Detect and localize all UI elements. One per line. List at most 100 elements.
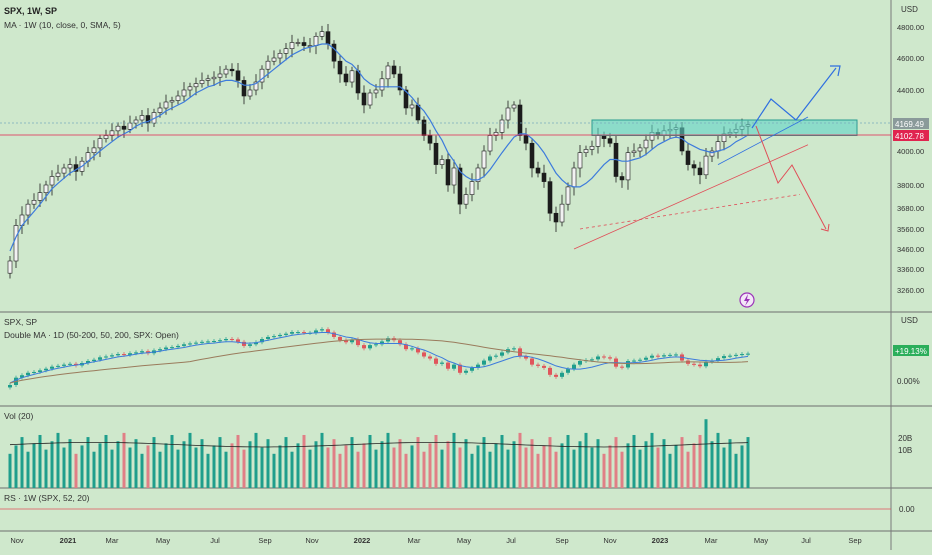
volume-bar xyxy=(224,451,228,488)
candle-body xyxy=(163,101,169,109)
rs-candle xyxy=(512,348,516,350)
rs-candle xyxy=(560,372,564,377)
candle-body xyxy=(583,149,589,153)
candle-body xyxy=(361,92,367,106)
price-axis-label: 3800.00 xyxy=(897,181,924,190)
rs-zero-label: 0.00% xyxy=(897,377,920,386)
candle-body xyxy=(463,194,469,205)
rs-candle xyxy=(638,359,642,361)
volume-bar xyxy=(572,449,576,488)
volume-bar xyxy=(158,451,162,488)
time-axis-label: 2023 xyxy=(652,536,669,545)
volume-bar xyxy=(146,445,150,488)
volume-bar xyxy=(332,439,336,488)
rs-candle xyxy=(524,356,528,359)
rs-candle xyxy=(596,356,600,360)
candle-body xyxy=(619,176,625,181)
rs-candle xyxy=(146,351,150,354)
rs-candle xyxy=(170,347,174,349)
volume-bar xyxy=(518,432,522,488)
volume-bar xyxy=(350,437,354,488)
rs-pane xyxy=(8,327,750,390)
volume-bar xyxy=(278,445,282,488)
candle-body xyxy=(295,42,301,44)
volume-bar xyxy=(188,432,192,488)
rs-candle xyxy=(44,368,48,371)
volume-bar xyxy=(422,451,426,488)
candle-body xyxy=(217,73,223,78)
rs-candle xyxy=(140,351,144,353)
support-line-dashed xyxy=(579,194,801,230)
candle-body xyxy=(199,80,205,84)
volume-bar xyxy=(734,453,738,488)
volume-bar xyxy=(128,447,132,488)
candle-body xyxy=(469,181,475,195)
rs-candle xyxy=(116,354,120,356)
rs-candle xyxy=(272,336,276,338)
volume-bar xyxy=(116,441,120,488)
rs-candle xyxy=(50,366,54,369)
volume-bar xyxy=(218,437,222,488)
volume-bar xyxy=(638,449,642,488)
rs-candle xyxy=(452,364,456,369)
time-axis-label: Nov xyxy=(10,536,24,545)
candle-body xyxy=(547,181,553,214)
volume-bar xyxy=(416,437,420,488)
volume-bar xyxy=(386,432,390,488)
rs-candle xyxy=(488,356,492,361)
candle-body xyxy=(109,130,115,136)
rs-candle xyxy=(134,352,138,354)
rs-candle xyxy=(356,339,360,346)
rs-candle xyxy=(26,372,30,376)
rs-candle xyxy=(626,360,630,368)
volume-bar xyxy=(284,437,288,488)
candle-body xyxy=(283,48,289,54)
candle-body xyxy=(541,172,547,182)
candle-body xyxy=(481,150,487,169)
candle-body xyxy=(259,68,265,83)
last-price-label: 4169.49 xyxy=(895,120,924,129)
price-pane-title: SPX, 1W, SP xyxy=(4,6,57,16)
lightning-icon[interactable] xyxy=(739,292,755,308)
volume-bar xyxy=(110,449,114,488)
volume-bar xyxy=(500,434,504,488)
ma-badge xyxy=(893,130,929,141)
price-axis-label: 4600.00 xyxy=(897,54,924,63)
volume-bar xyxy=(140,453,144,488)
candle-body xyxy=(595,135,601,147)
candle-body xyxy=(577,152,583,169)
rs-candle xyxy=(662,355,666,357)
volume-bar xyxy=(656,447,660,488)
volume-bar xyxy=(548,437,552,488)
volume-bar xyxy=(626,443,630,488)
rs-candle xyxy=(590,359,594,361)
candle-body xyxy=(523,135,529,144)
candle-body xyxy=(643,139,649,149)
rs-candle xyxy=(182,344,186,346)
volume-bar xyxy=(680,437,684,488)
candle-body xyxy=(703,155,709,176)
candle-body xyxy=(709,150,715,157)
volume-bar xyxy=(506,449,510,488)
volume-bar xyxy=(494,443,498,488)
volume-bar xyxy=(536,453,540,488)
time-axis-label: Jul xyxy=(506,536,516,545)
vol-10b-label: 10B xyxy=(898,446,912,455)
price-axis-label: 3260.00 xyxy=(897,286,924,295)
volume-bar xyxy=(704,419,708,488)
volume-bar xyxy=(98,443,102,488)
volume-bar xyxy=(530,439,534,488)
rs-candle xyxy=(38,370,42,372)
volume-bar xyxy=(452,432,456,488)
rs-candle xyxy=(542,365,546,368)
rs-candle xyxy=(92,359,96,361)
volume-bar xyxy=(152,437,156,488)
time-axis-label: Mar xyxy=(408,536,421,545)
rs-candle xyxy=(254,342,258,345)
candle-body xyxy=(91,147,97,153)
candle-body xyxy=(379,78,385,91)
rs-value-label: +19.13% xyxy=(895,347,927,356)
price-axis-label: 3460.00 xyxy=(897,245,924,254)
